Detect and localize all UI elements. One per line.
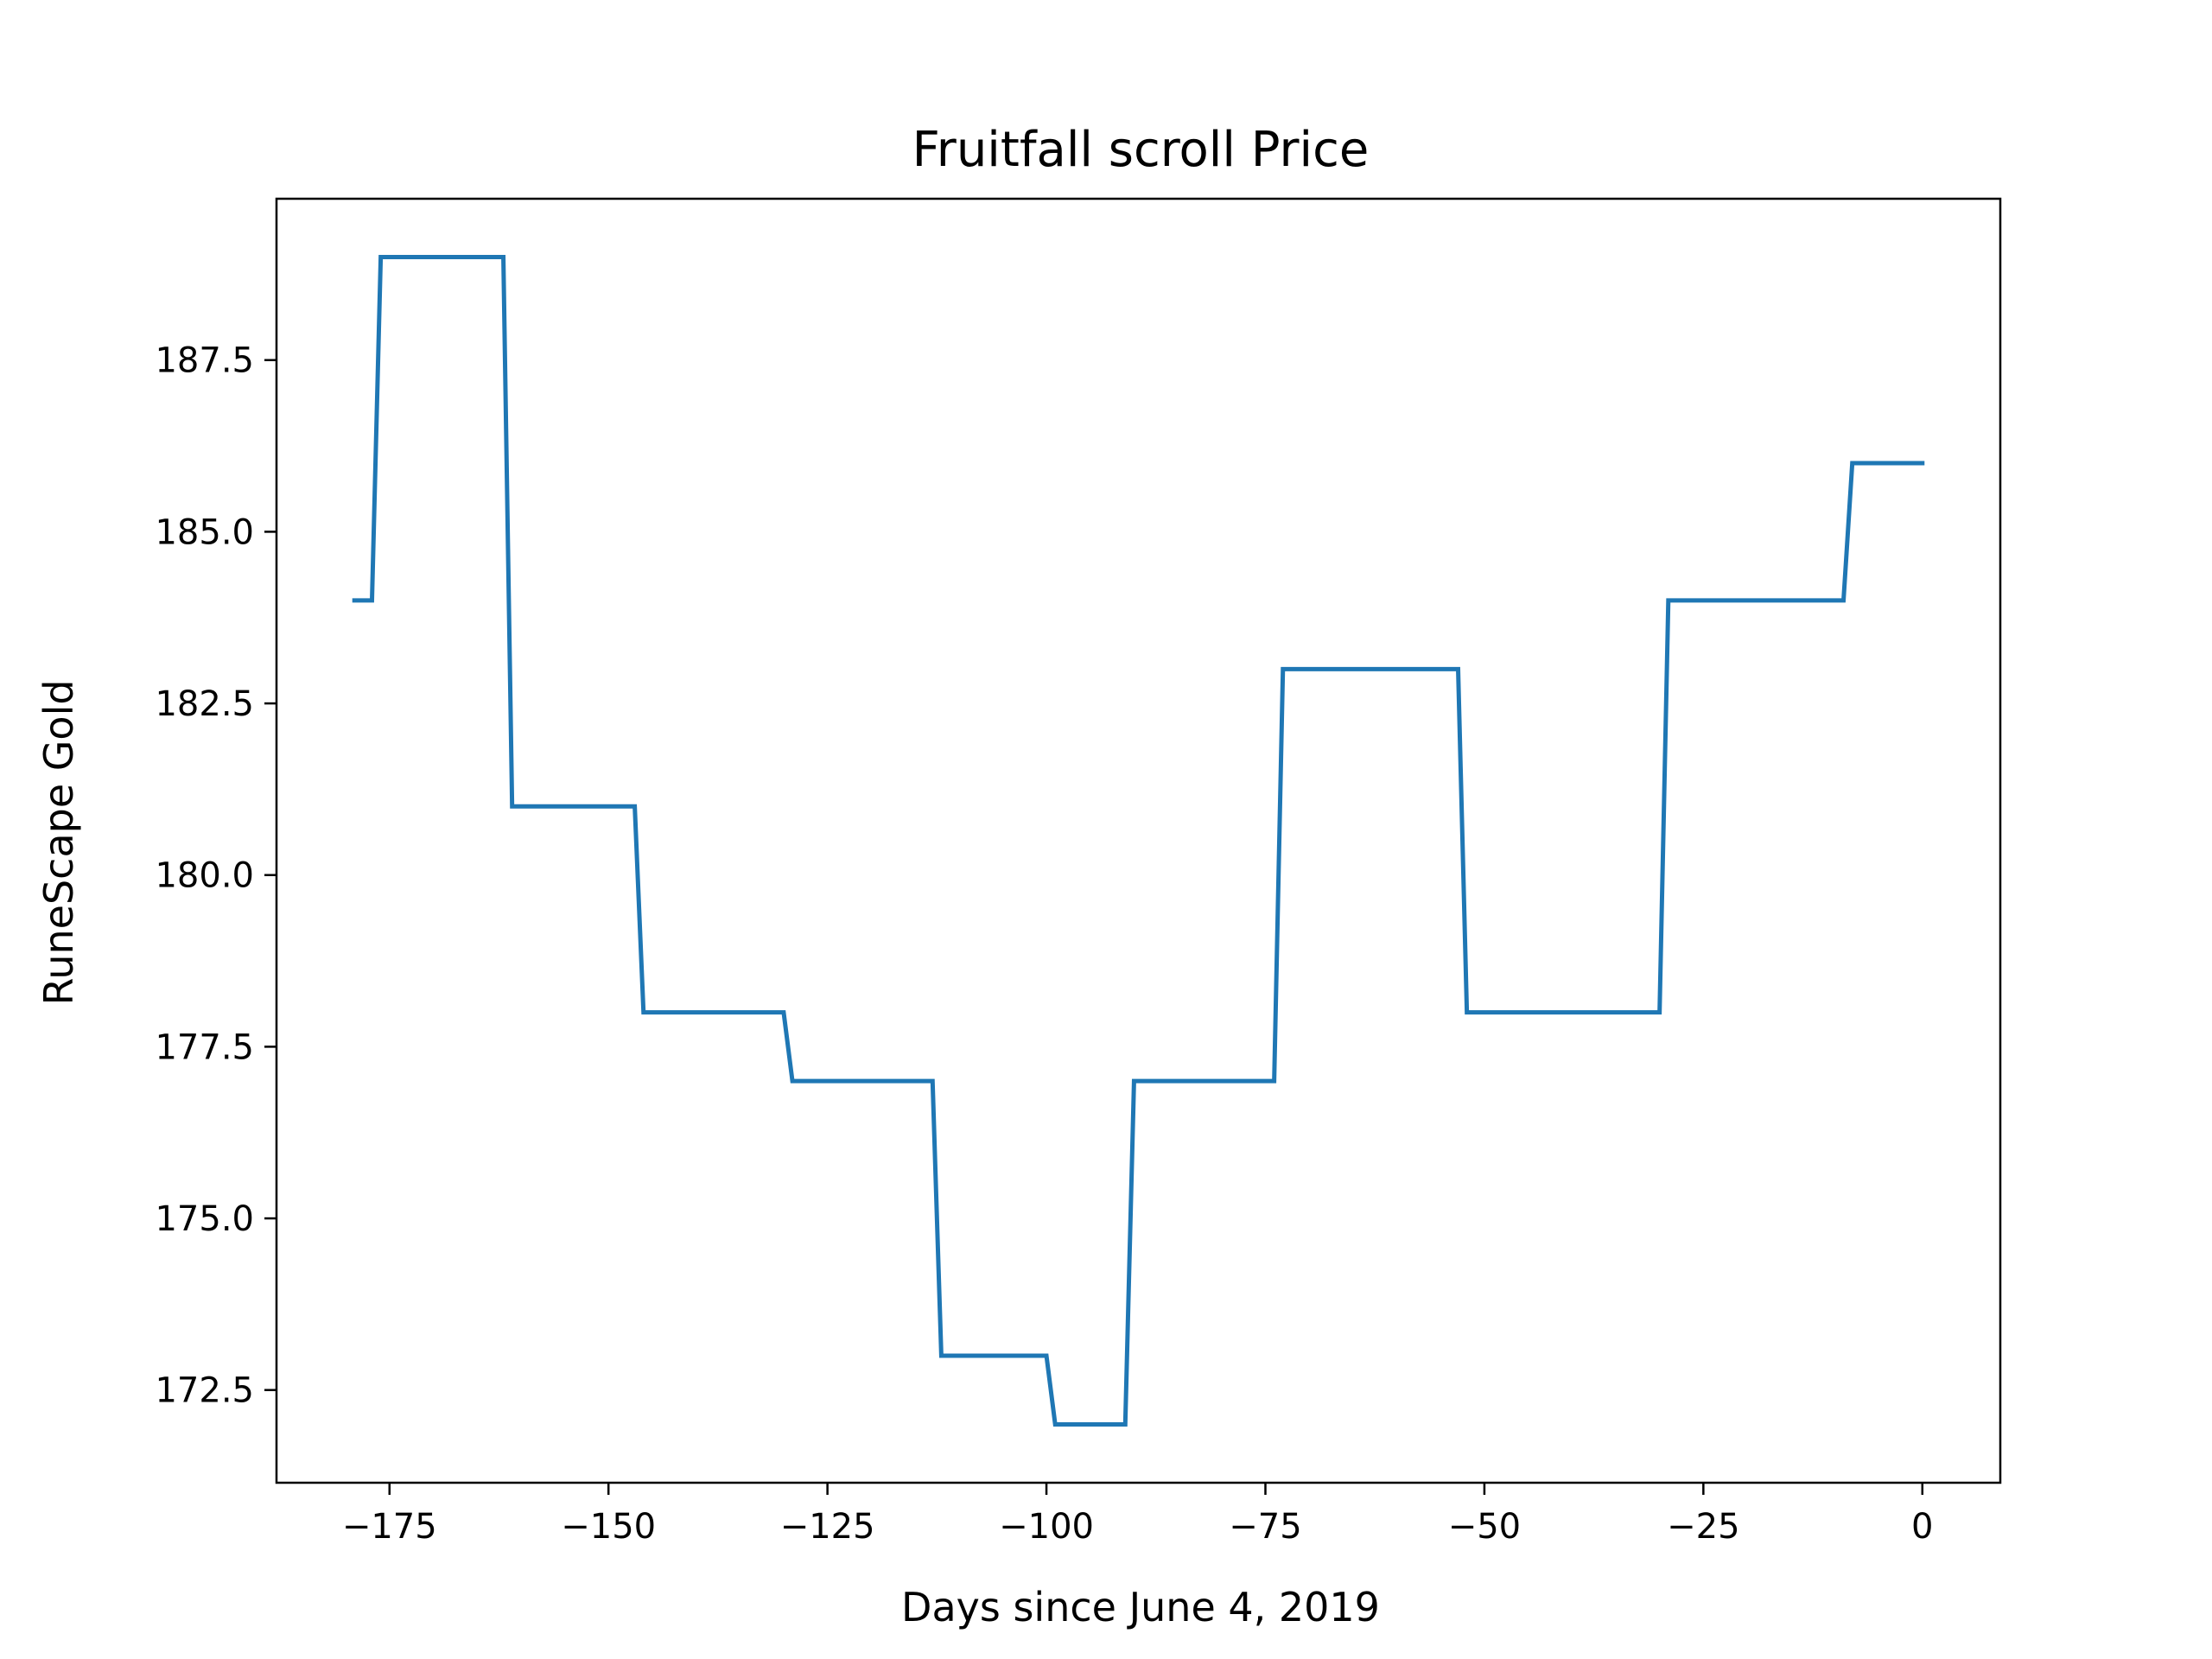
x-axis-label: Days since June 4, 2019	[901, 1584, 1380, 1630]
x-tick-label: −100	[999, 1507, 1094, 1547]
y-tick-label: 177.5	[155, 1027, 254, 1067]
x-tick-label: −125	[780, 1507, 875, 1547]
y-tick-label: 187.5	[155, 341, 254, 381]
x-tick-label: −50	[1448, 1507, 1521, 1547]
axes-frame	[275, 197, 2002, 1484]
x-tick-label: −25	[1667, 1507, 1739, 1547]
y-tick-label: 182.5	[155, 684, 254, 724]
plot-area: −175 −150 −125 −100 −75 −50 −25 0 172.5 175.0 177.…	[155, 197, 2002, 1547]
series-line-0	[352, 255, 1925, 1427]
y-tick-label: 185.0	[155, 512, 254, 552]
x-tick-label: 0	[1911, 1507, 1933, 1547]
x-tick-label: −75	[1229, 1507, 1301, 1547]
x-tick-label: −175	[342, 1507, 437, 1547]
chart-title: Fruitfall scroll Price	[912, 122, 1370, 178]
y-tick-label: 180.0	[155, 856, 254, 896]
x-tick-label: −150	[561, 1507, 656, 1547]
y-tick-label: 175.0	[155, 1199, 254, 1239]
y-tick-label: 172.5	[155, 1371, 254, 1411]
y-axis-label: RuneScape Gold	[35, 679, 82, 1005]
